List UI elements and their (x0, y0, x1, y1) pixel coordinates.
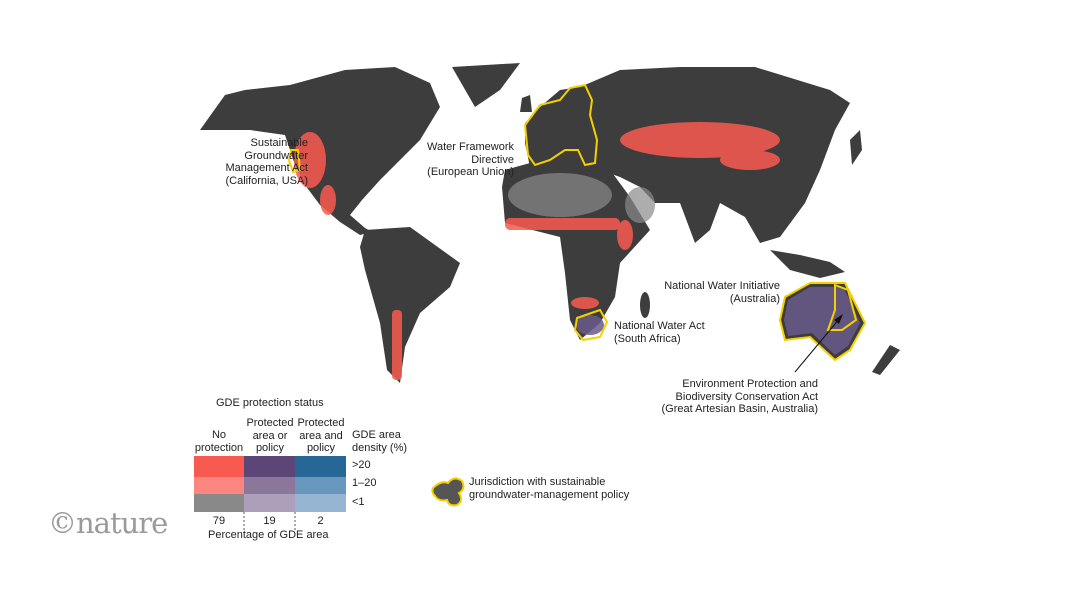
arabia-region (625, 187, 655, 223)
legend-swatch-r0-c0 (194, 456, 244, 477)
legend-swatch-r2-c2 (295, 494, 346, 512)
uk (520, 95, 532, 112)
legend-row-mid: 1–20 (352, 477, 377, 489)
legend-column-no-protection: No protection (194, 429, 244, 454)
gab-annotation: Environment Protection and Biodiversity … (661, 378, 818, 415)
california-annotation: Sustainable Groundwater Management Act (… (225, 137, 308, 187)
legend-swatch-r1-c2 (295, 477, 346, 494)
legend-swatch-r2-c1 (244, 494, 295, 512)
southeast-asia-islands (770, 250, 845, 278)
gab-arrow-head (834, 314, 843, 324)
eu-outline (523, 83, 599, 167)
legend-swatches (194, 456, 346, 512)
protected-regions (576, 287, 860, 355)
western-us-gde (294, 132, 326, 188)
andes-gde (392, 310, 402, 380)
legend-percentage-label: Percentage of GDE area (208, 529, 329, 541)
legend-column-protected-and: Protected area and policy (297, 417, 345, 454)
japan (850, 130, 862, 165)
legend-swatch-r1-c1 (244, 477, 295, 494)
legend-swatch-r0-c2 (295, 456, 346, 477)
sahara-region (508, 173, 612, 217)
australia-protected (784, 287, 860, 355)
gab-arrow-line (794, 317, 841, 373)
legend-column-protected-or: Protected area or policy (246, 417, 294, 454)
australia-outline (778, 282, 867, 362)
new-zealand (872, 345, 900, 375)
east-africa-gde (617, 220, 633, 250)
great-artesian-basin-outline (826, 283, 858, 331)
central-asia-gde (620, 122, 780, 158)
south-africa-annotation: National Water Act (South Africa) (614, 320, 705, 345)
australia-nwi-annotation: National Water Initiative (Australia) (664, 280, 780, 305)
legend-pct-protected-and: 2 (317, 515, 324, 527)
legend-pct-protected-or: 19 (263, 515, 276, 527)
nature-logo: ©nature (48, 506, 168, 540)
madagascar (640, 292, 650, 318)
legend-title: GDE protection status (216, 397, 324, 409)
tibet-gde (720, 150, 780, 170)
legend-row-low: <1 (352, 496, 365, 508)
legend-density-title: GDE area density (%) (352, 429, 408, 454)
southern-africa-gde (571, 297, 599, 309)
sahel-gde (505, 218, 620, 230)
legend-swatch-r0-c1 (244, 456, 295, 477)
jurisdiction-legend-icon (431, 477, 465, 507)
south-africa-protected (576, 315, 604, 335)
legend-swatch-r1-c0 (194, 477, 244, 494)
eu-annotation: Water Framework Directive (European Unio… (427, 141, 514, 178)
mexico-gde (320, 185, 336, 215)
legend-pct-no-protection: 79 (212, 515, 226, 527)
no-protection-regions (294, 122, 780, 380)
sahara-low-density (508, 173, 655, 223)
south-america (360, 227, 460, 383)
jurisdiction-legend-label: Jurisdiction with sustainable groundwate… (469, 476, 630, 501)
jurisdiction-outlines (287, 83, 867, 362)
legend-swatch-r2-c0 (194, 494, 244, 512)
california-outline (287, 149, 302, 174)
legend-row-high: >20 (352, 459, 371, 471)
greenland (452, 63, 520, 107)
south-africa-outline (573, 308, 609, 342)
